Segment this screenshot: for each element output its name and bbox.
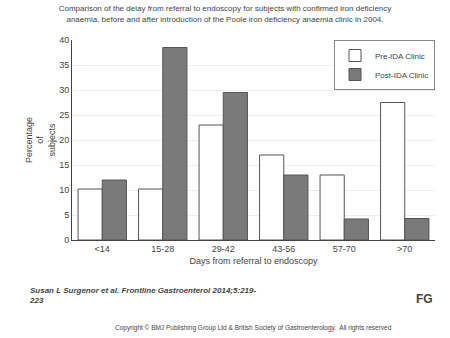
- svg-text:43-56: 43-56: [272, 244, 295, 254]
- svg-text:30: 30: [59, 85, 69, 95]
- svg-text:Post-IDA Clinic: Post-IDA Clinic: [375, 71, 428, 80]
- svg-text:25: 25: [59, 110, 69, 120]
- svg-text:Comparison of the delay from r: Comparison of the delay from referral to…: [59, 4, 392, 23]
- svg-text:0: 0: [64, 235, 69, 245]
- svg-text:>70: >70: [397, 244, 412, 254]
- svg-text:57-70: 57-70: [333, 244, 356, 254]
- svg-text:Percentageofsubjects: Percentageofsubjects: [24, 117, 57, 163]
- svg-text:10: 10: [59, 185, 69, 195]
- svg-text:15-28: 15-28: [151, 244, 174, 254]
- svg-text:Pre-IDA Clinic: Pre-IDA Clinic: [375, 52, 425, 61]
- svg-text:<14: <14: [95, 244, 110, 254]
- svg-text:FG: FG: [416, 292, 433, 306]
- svg-text:Days from referral to endoscop: Days from referral to endoscopy: [189, 256, 318, 266]
- svg-text:20: 20: [59, 135, 69, 145]
- svg-text:15: 15: [59, 160, 69, 170]
- svg-text:29-42: 29-42: [212, 244, 235, 254]
- svg-text:5: 5: [64, 210, 69, 220]
- svg-text:35: 35: [59, 60, 69, 70]
- svg-text:Susan L Surgenor et al. Frontl: Susan L Surgenor et al. Frontline Gastro…: [29, 286, 256, 305]
- svg-text:40: 40: [59, 35, 69, 45]
- svg-text:Copyright © BMJ Publishing Gro: Copyright © BMJ Publishing Group Ltd & B…: [115, 324, 392, 332]
